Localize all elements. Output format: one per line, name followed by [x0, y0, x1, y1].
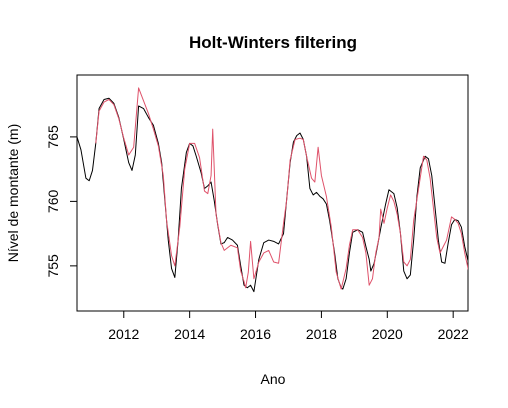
- y-tick-label: 755: [45, 254, 61, 278]
- x-axis: 2012 2014 2016 2018 2020 2022: [108, 310, 469, 342]
- x-axis-title: Ano: [261, 371, 286, 387]
- x-tick-label: 2020: [372, 326, 403, 342]
- series-line-observed: [77, 97, 468, 293]
- x-tick-label: 2018: [306, 326, 337, 342]
- x-tick-label: 2022: [438, 326, 469, 342]
- x-tick-label: 2016: [240, 326, 271, 342]
- x-tick-label: 2014: [174, 326, 205, 342]
- y-axis-title: Nível de montante (m): [5, 124, 21, 263]
- series-line-fitted: [95, 87, 468, 290]
- y-tick-label: 765: [45, 125, 61, 149]
- chart-title: Holt-Winters filtering: [189, 33, 357, 52]
- x-tick-label: 2012: [108, 326, 139, 342]
- series-layer: [77, 87, 468, 293]
- y-tick-label: 760: [45, 189, 61, 213]
- y-axis: 755 760 765: [45, 125, 78, 278]
